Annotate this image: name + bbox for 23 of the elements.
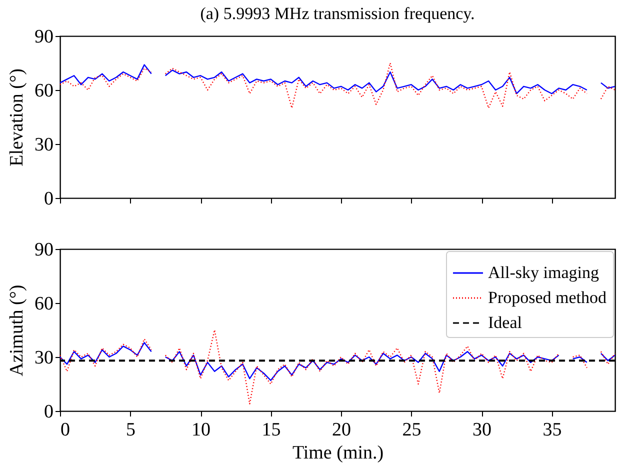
x-tick-label: 10 xyxy=(192,420,211,440)
y-axis-title: Elevation (°) xyxy=(6,68,28,166)
y-tick-label: 90 xyxy=(34,26,54,48)
y-tick-label: 60 xyxy=(34,80,54,102)
y-tick-label: 30 xyxy=(34,134,54,156)
y-tick-label: 90 xyxy=(34,240,54,260)
x-tick-label: 20 xyxy=(332,420,352,440)
x-tick-label: 0 xyxy=(60,420,70,440)
y-tick-label: 60 xyxy=(34,294,54,314)
x-tick-label: 15 xyxy=(262,420,281,440)
x-tick-label: 5 xyxy=(126,420,136,440)
x-tick-label: 25 xyxy=(402,420,422,440)
legend-label: Ideal xyxy=(488,313,522,332)
y-axis-title: Azimuth (°) xyxy=(6,284,28,376)
x-tick-label: 30 xyxy=(472,420,492,440)
legend-label: Proposed method xyxy=(488,288,608,307)
chart-title: (a) 5.9993 MHz transmission frequency. xyxy=(200,4,475,23)
y-tick-label: 0 xyxy=(44,402,54,422)
legend-label: All-sky imaging xyxy=(488,263,600,282)
y-tick-label: 30 xyxy=(34,348,54,368)
y-tick-label: 0 xyxy=(44,188,54,210)
x-axis-title: Time (min.) xyxy=(292,442,384,464)
x-tick-label: 35 xyxy=(542,420,562,440)
